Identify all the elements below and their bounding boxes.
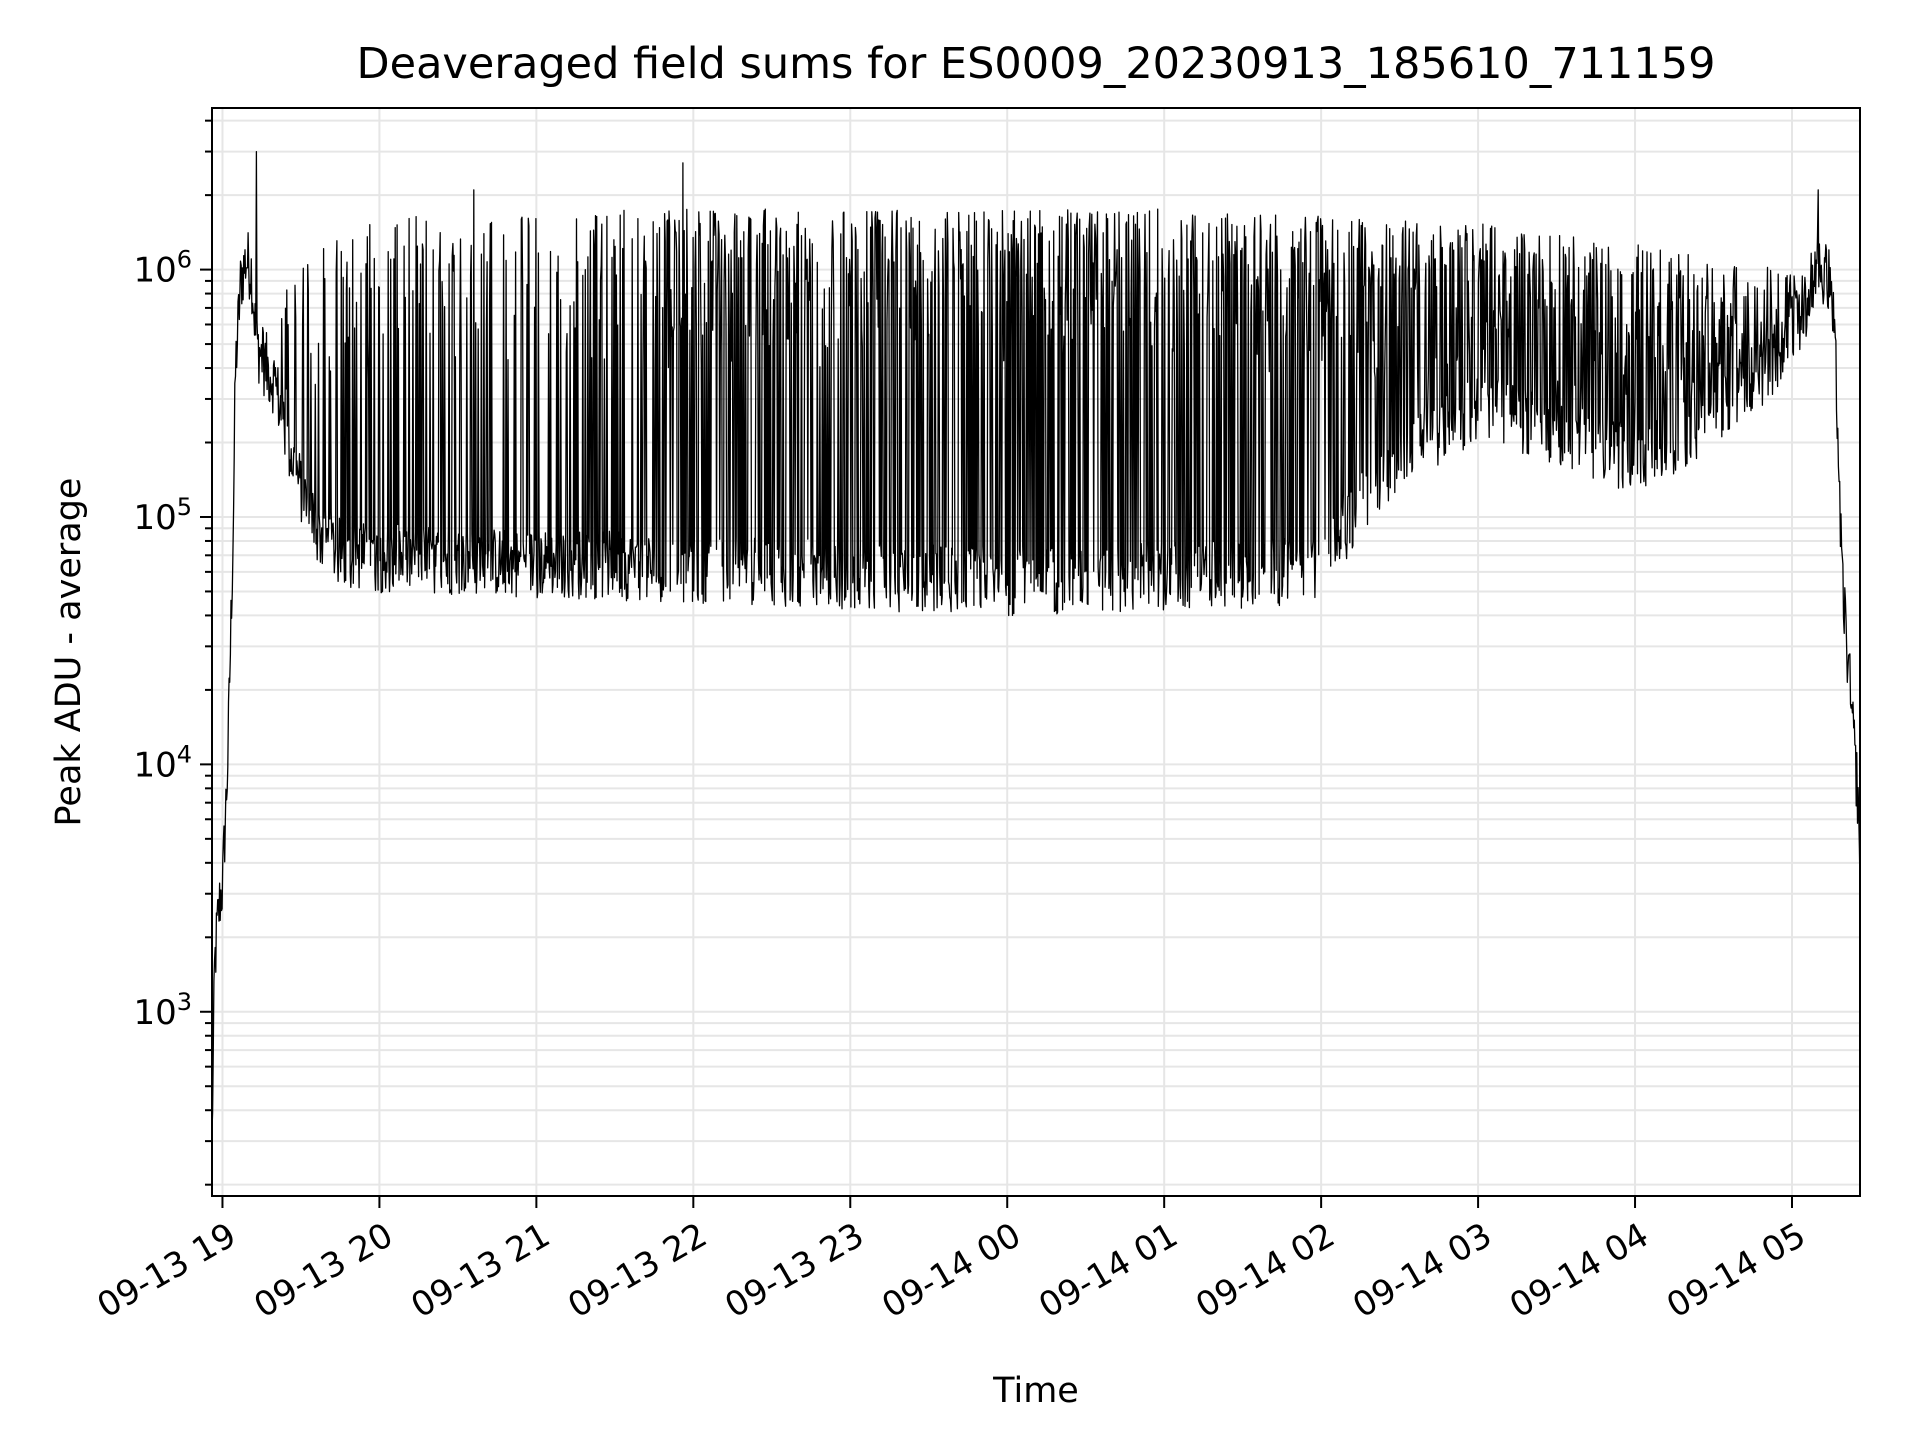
x-axis-label: Time: [992, 1371, 1079, 1411]
x-tick-label: 09-14 01: [1032, 1215, 1184, 1326]
y-tick-label: 103: [133, 988, 192, 1033]
y-tick-base: 10: [133, 498, 176, 538]
y-tick-exponent: 5: [177, 493, 192, 521]
plot-frame: [211, 107, 1861, 1197]
y-tick-exponent: 4: [177, 740, 192, 768]
y-tick-label: 105: [133, 493, 192, 538]
x-tick-label: 09-13 23: [718, 1215, 870, 1326]
y-tick-base: 10: [133, 993, 176, 1033]
x-tick-label: 09-14 00: [875, 1215, 1027, 1326]
x-tick-label: 09-13 19: [91, 1215, 243, 1326]
x-tick-label: 09-14 05: [1660, 1215, 1812, 1326]
y-tick-exponent: 6: [177, 246, 192, 274]
x-tick-label: 09-14 02: [1189, 1215, 1341, 1326]
y-axis-label: Peak ADU - average: [49, 478, 89, 827]
chart-title: Deaveraged field sums for ES0009_2023091…: [357, 39, 1716, 89]
y-tick-label: 106: [133, 246, 192, 291]
y-tick-base: 10: [133, 745, 176, 785]
x-tick-label: 09-13 20: [248, 1215, 400, 1326]
x-tick-label: 09-14 03: [1346, 1215, 1498, 1326]
y-tick-label: 104: [133, 740, 192, 785]
plot-area: [212, 150, 1860, 1131]
y-tick-base: 10: [133, 251, 176, 291]
x-tick-label: 09-13 21: [404, 1215, 556, 1326]
x-axis: 09-13 19 09-13 20 09-13 21 09-13 22 09-13 23…: [91, 1196, 1812, 1326]
series-line: [212, 150, 1860, 1131]
x-tick-label: 09-13 22: [561, 1215, 713, 1326]
x-tick-label: 09-14 04: [1503, 1215, 1655, 1326]
y-tick-exponent: 3: [177, 988, 192, 1016]
